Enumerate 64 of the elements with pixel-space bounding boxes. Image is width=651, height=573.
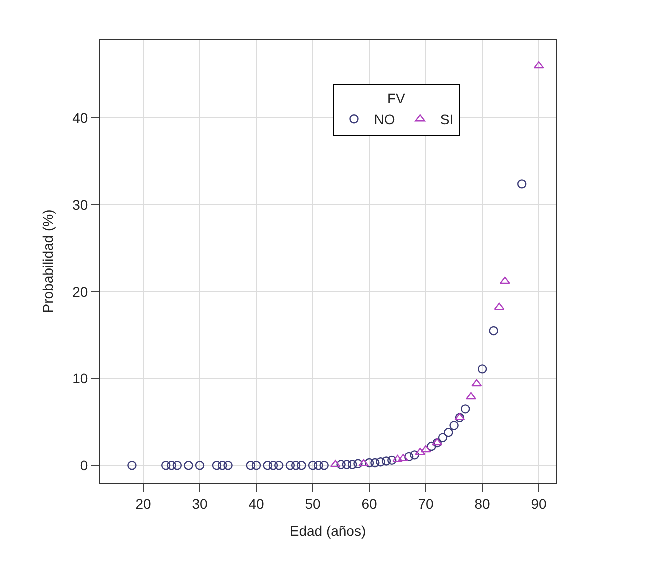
x-tick-label: 80 xyxy=(474,496,491,512)
point xyxy=(404,452,414,462)
point xyxy=(342,460,352,470)
point xyxy=(466,392,476,400)
point xyxy=(246,461,256,470)
point xyxy=(382,456,392,466)
legend-label: NO xyxy=(374,112,396,128)
point xyxy=(268,461,278,470)
point xyxy=(388,456,397,466)
point xyxy=(167,461,176,470)
point xyxy=(460,404,470,414)
point xyxy=(450,421,459,430)
point xyxy=(392,454,403,462)
point xyxy=(427,442,436,452)
point xyxy=(410,450,420,460)
y-tick-label: 30 xyxy=(72,196,88,213)
point xyxy=(274,461,284,470)
point xyxy=(212,461,222,470)
point xyxy=(472,379,482,387)
point xyxy=(420,445,432,453)
point xyxy=(336,460,346,470)
x-tick-label: 30 xyxy=(192,496,208,512)
y-axis-title: Probabilidad (%) xyxy=(40,210,56,314)
point xyxy=(128,461,137,470)
point xyxy=(494,302,505,310)
x-tick-label: 70 xyxy=(418,496,434,512)
point xyxy=(376,458,386,467)
point xyxy=(438,433,448,442)
point xyxy=(500,276,510,284)
x-axis-title: Edad (años) xyxy=(290,523,366,540)
x-tick-label: 40 xyxy=(248,496,265,512)
point xyxy=(195,461,205,470)
point xyxy=(218,461,228,470)
y-tick-label: 0 xyxy=(80,458,88,474)
point xyxy=(291,461,301,470)
x-tick-label: 90 xyxy=(531,496,548,512)
y-tick-label: 10 xyxy=(72,370,88,387)
point xyxy=(172,461,182,470)
point xyxy=(364,458,374,468)
legend-label: SI xyxy=(440,112,454,128)
x-tick-label: 60 xyxy=(362,496,378,512)
point xyxy=(320,461,329,470)
point xyxy=(286,461,296,470)
point xyxy=(297,461,306,470)
point xyxy=(444,428,454,438)
x-tick-label: 20 xyxy=(136,496,152,512)
y-tick-label: 40 xyxy=(72,110,88,126)
point xyxy=(534,61,544,69)
point xyxy=(314,461,324,470)
point xyxy=(263,461,272,470)
point xyxy=(348,460,358,470)
point xyxy=(478,364,488,374)
point xyxy=(224,461,233,470)
point xyxy=(252,461,262,470)
y-tick-label: 20 xyxy=(72,284,88,300)
point xyxy=(184,461,194,470)
point xyxy=(489,326,498,336)
point xyxy=(308,461,318,470)
point xyxy=(518,180,527,189)
legend-title: FV xyxy=(387,90,406,106)
point xyxy=(370,458,380,468)
point xyxy=(162,461,171,470)
x-tick-label: 50 xyxy=(305,496,322,512)
point xyxy=(354,459,363,468)
